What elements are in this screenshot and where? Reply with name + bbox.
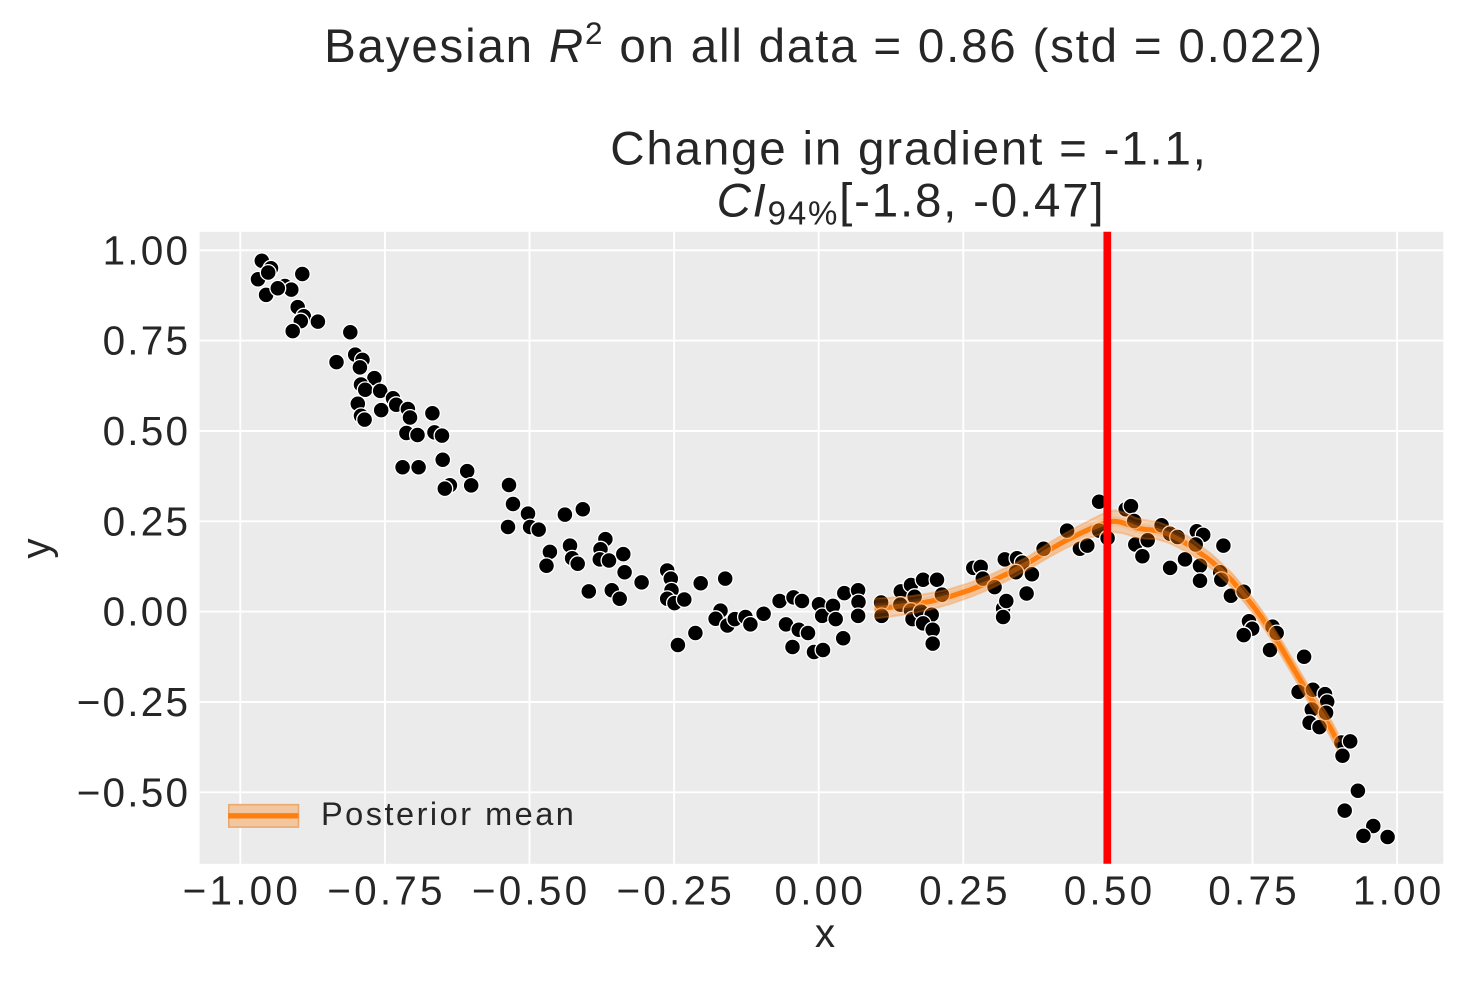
svg-text:0.25: 0.25 (103, 498, 191, 544)
svg-text:Change in gradient = -1.1,: Change in gradient = -1.1, (610, 123, 1207, 176)
svg-text:0.25: 0.25 (919, 867, 1011, 913)
svg-text:0.75: 0.75 (1208, 867, 1300, 913)
svg-text:1.00: 1.00 (1353, 867, 1445, 913)
svg-text:−0.25: −0.25 (616, 867, 734, 913)
svg-text:−1.00: −1.00 (183, 867, 301, 913)
svg-text:0.50: 0.50 (1064, 867, 1156, 913)
svg-text:1.00: 1.00 (103, 227, 191, 273)
svg-text:0.00: 0.00 (103, 589, 191, 635)
svg-text:0.50: 0.50 (103, 408, 191, 454)
svg-text:0.00: 0.00 (774, 867, 866, 913)
svg-text:Posterior mean: Posterior mean (321, 796, 576, 832)
svg-text:−0.50: −0.50 (472, 867, 590, 913)
svg-text:−0.75: −0.75 (327, 867, 445, 913)
svg-text:0.75: 0.75 (103, 318, 191, 364)
svg-text:Bayesian R2 on all data = 0.86: Bayesian R2 on all data = 0.86 (std = 0.… (324, 15, 1324, 73)
svg-text:y: y (13, 538, 59, 559)
svg-text:CI94%[-1.8, -0.47]: CI94%[-1.8, -0.47] (717, 175, 1106, 232)
svg-text:−0.25: −0.25 (77, 679, 190, 725)
svg-text:−0.50: −0.50 (77, 769, 190, 815)
svg-text:x: x (815, 910, 835, 956)
